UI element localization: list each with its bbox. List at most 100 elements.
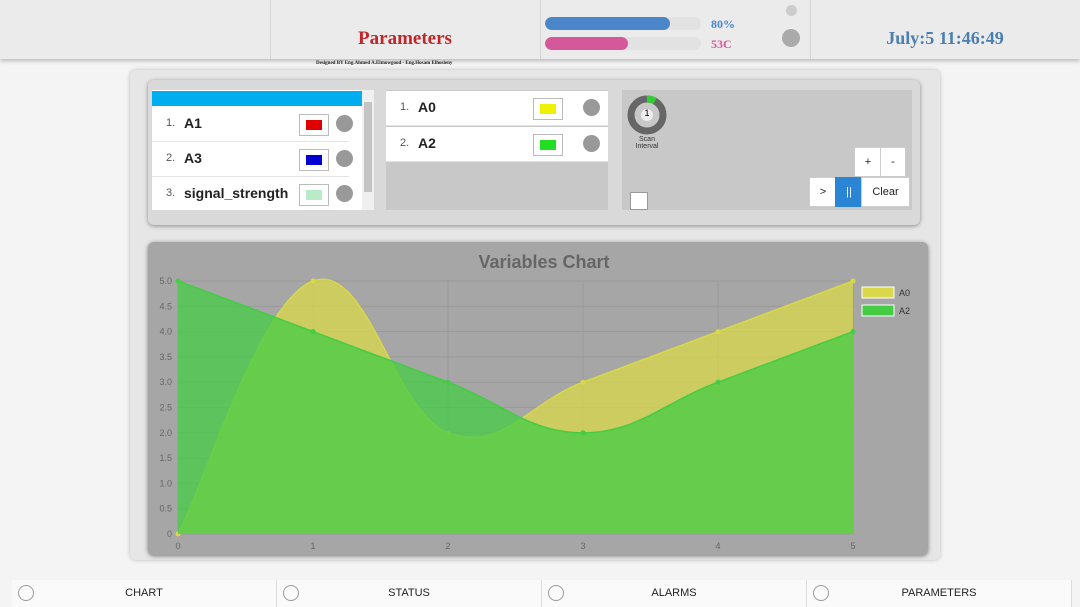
y-tick-label: 2.5 [159, 403, 172, 413]
series-line [177, 280, 854, 434]
cell: Parameters [270, 0, 541, 59]
cell: 80% 53C [540, 0, 811, 59]
scan-label: Scan Interval [635, 136, 659, 150]
y-tick-label: 0 [167, 529, 172, 539]
control-button[interactable]: > [809, 177, 837, 207]
color-swatch[interactable] [533, 98, 563, 120]
list-row[interactable]: 2. A3 [152, 142, 353, 177]
swatch-color [306, 120, 322, 130]
selected-list: 1. A0 2. A2 [386, 90, 608, 210]
data-point [850, 329, 856, 335]
nav-tab[interactable]: ALARMS [542, 580, 807, 607]
datetime: July:5 11:46:49 [886, 28, 1004, 48]
data-point [850, 278, 856, 284]
list-row[interactable]: 1. A1 [152, 107, 353, 142]
swatch-color [306, 190, 322, 200]
arrow-button[interactable] [336, 150, 353, 167]
scan-dial[interactable] [626, 94, 668, 136]
legend-label: A2 [899, 306, 910, 316]
chart-title: Variables Chart [478, 252, 609, 272]
nav-icon [18, 585, 34, 601]
x-tick-label: 4 [715, 541, 720, 551]
status-dot [786, 5, 797, 16]
nav-tab[interactable]: CHART [12, 580, 277, 607]
nav-tab[interactable]: PARAMETERS [807, 580, 1072, 607]
swatch-color [540, 140, 556, 150]
variable-list: 1. A1 2. A3 3. signal_strength [152, 90, 374, 210]
arrow-button[interactable] [336, 115, 353, 132]
control-button[interactable]: || [835, 177, 863, 207]
x-tick-label: 1 [310, 541, 315, 551]
progress-track [545, 37, 701, 50]
progress-label: 53C [711, 37, 732, 51]
row-name: A1 [184, 115, 202, 131]
list-row[interactable]: 3. signal_strength [152, 177, 353, 210]
nav-icon [283, 585, 299, 601]
list-row[interactable]: 1. A0 [386, 91, 608, 126]
row-index: 1. [166, 117, 176, 129]
row-index: 2. [400, 137, 410, 149]
row-name: A0 [418, 99, 436, 115]
arrow-button[interactable] [336, 185, 353, 202]
y-tick-label: 3.0 [159, 377, 172, 387]
arrow-button[interactable] [583, 99, 600, 116]
progress-track [545, 17, 701, 30]
nav-icon [548, 585, 564, 601]
data-point [310, 329, 316, 335]
swatch-color [540, 104, 556, 114]
refresh-icon[interactable] [782, 29, 800, 47]
control-button[interactable]: Clear [861, 177, 910, 207]
list-row[interactable]: 2. A2 [386, 127, 608, 162]
data-point [580, 379, 586, 385]
nav-label: CHART [125, 587, 163, 599]
legend-swatch [861, 304, 895, 317]
checkbox[interactable] [630, 192, 648, 210]
y-tick-label: 3.5 [159, 352, 172, 362]
color-swatch[interactable] [299, 184, 329, 206]
nav-label: PARAMETERS [901, 587, 977, 599]
progress-fill [545, 37, 628, 50]
scroll-thumb[interactable] [364, 102, 372, 192]
row-index: 3. [166, 187, 176, 199]
arrow-button[interactable] [583, 135, 600, 152]
y-tick-label: 4.5 [159, 301, 172, 311]
y-tick-label: 5.0 [159, 276, 172, 286]
row-index: 1. [400, 101, 410, 113]
x-tick-label: 3 [580, 541, 585, 551]
nav-tab[interactable]: STATUS [277, 580, 542, 607]
y-tick-label: 1.5 [159, 453, 172, 463]
data-point [445, 379, 451, 385]
credit: Designed BY Eng.Ahmed A.Elmowgood - Eng.… [316, 61, 453, 66]
x-tick-label: 0 [175, 541, 180, 551]
controls: 1 Scan Interval + - > || Clear [622, 90, 912, 210]
color-swatch[interactable] [299, 149, 329, 171]
nav-icon [813, 585, 829, 601]
x-tick-label: 2 [445, 541, 450, 551]
color-swatch[interactable] [533, 134, 563, 156]
list-header [152, 91, 362, 106]
nav-label: ALARMS [651, 587, 697, 599]
y-tick-label: 0.5 [159, 504, 172, 514]
row-name: A3 [184, 150, 202, 166]
row-name: A2 [418, 135, 436, 151]
page-title: Parameters [358, 28, 452, 49]
legend-label: A0 [899, 288, 910, 298]
data-point [715, 379, 721, 385]
scrollbar[interactable] [362, 90, 374, 210]
cell [0, 0, 271, 59]
nav-label: STATUS [388, 587, 430, 599]
scan-value: 1 [644, 108, 650, 118]
y-tick-label: 1.0 [159, 478, 172, 488]
x-tick-label: 5 [850, 541, 855, 551]
y-tick-label: 2.0 [159, 428, 172, 438]
row-index: 2. [166, 152, 176, 164]
data-point [715, 329, 721, 335]
control-button[interactable]: - [880, 147, 906, 177]
control-button[interactable]: + [854, 147, 882, 177]
row-name: signal_strength [184, 185, 289, 201]
color-swatch[interactable] [299, 114, 329, 136]
y-tick-label: 4.0 [159, 327, 172, 337]
data-point [310, 278, 316, 284]
progress-fill [545, 17, 670, 30]
